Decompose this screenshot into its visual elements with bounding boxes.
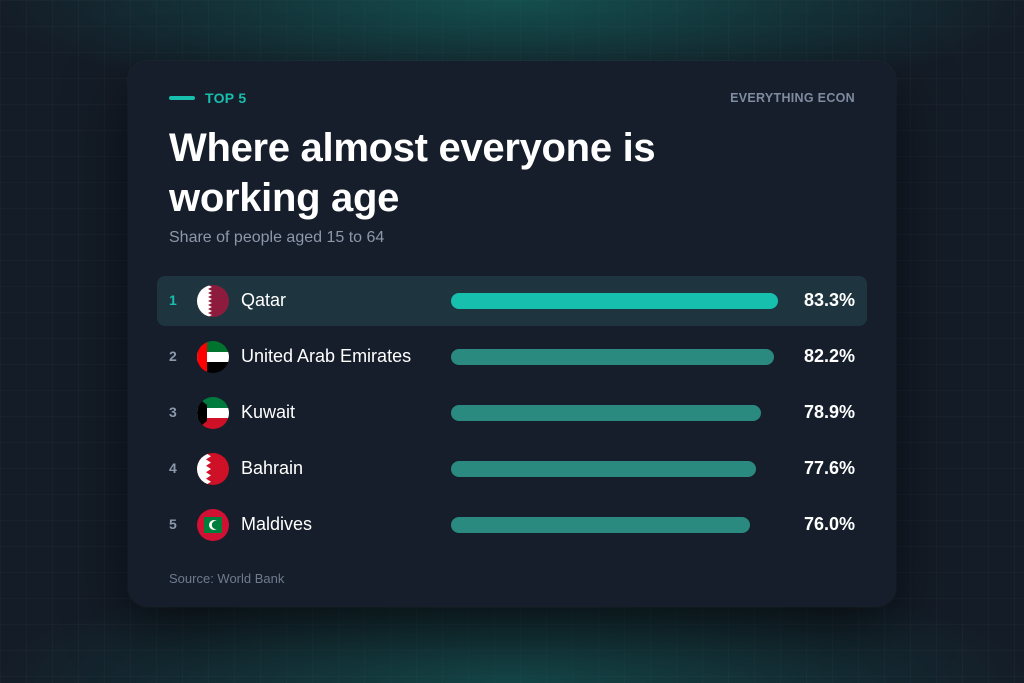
row-value-label: 83.3% <box>803 290 855 310</box>
maldives-flag-icon <box>197 509 229 541</box>
bar-mark <box>451 461 756 477</box>
row-rank: 5 <box>169 516 177 532</box>
ranking-row: 1 Qatar 83.3% <box>157 276 867 326</box>
ranking-row: 4 Bahrain 77.6% <box>157 444 867 494</box>
row-country: Maldives <box>241 514 313 534</box>
chart-title: Where almost everyone is working age <box>169 126 656 220</box>
ranking-row: 3 Kuwait 78.9% <box>157 388 867 438</box>
chart-subtitle: Share of people aged 15 to 64 <box>169 229 385 246</box>
row-value-label: 78.9% <box>803 402 855 422</box>
bar-track <box>451 517 781 533</box>
row-rank: 2 <box>169 348 177 364</box>
ranking-list: 1 Qatar 83.3% 2 United Arab <box>157 276 867 556</box>
row-value-label: 82.2% <box>803 346 855 366</box>
bar-track <box>451 405 781 421</box>
bar-track <box>451 293 781 309</box>
row-country: Qatar <box>241 290 287 310</box>
row-country: Kuwait <box>241 402 296 422</box>
row-rank: 1 <box>169 292 177 308</box>
brand-label: EVERYTHING ECON <box>730 91 855 105</box>
ranking-row: 2 United Arab Emirates 82.2% <box>157 332 867 382</box>
ranking-row: 5 Maldives 76.0% <box>157 500 867 550</box>
tag-label: TOP 5 <box>205 90 247 106</box>
bar-track <box>451 349 781 365</box>
qatar-flag-icon <box>197 285 229 317</box>
row-value-label: 76.0% <box>803 514 855 534</box>
bar-mark <box>451 293 778 309</box>
bahrain-flag-icon <box>197 453 229 485</box>
row-rank: 4 <box>169 460 177 476</box>
row-value-label: 77.6% <box>803 458 855 478</box>
row-country: United Arab Emirates <box>241 346 412 366</box>
bar-mark <box>451 405 761 421</box>
tag-row: TOP 5 <box>169 90 246 106</box>
kuwait-flag-icon <box>197 397 229 429</box>
uae-flag-icon <box>197 341 229 373</box>
bar-track <box>451 461 781 477</box>
bar-mark <box>451 349 774 365</box>
source-note: Source: World Bank <box>169 571 285 586</box>
tag-accent-line <box>169 96 195 100</box>
row-country: Bahrain <box>241 458 304 478</box>
chart-card: TOP 5 EVERYTHING ECON Where almost every… <box>128 61 896 607</box>
row-rank: 3 <box>169 404 177 420</box>
bar-mark <box>451 517 750 533</box>
